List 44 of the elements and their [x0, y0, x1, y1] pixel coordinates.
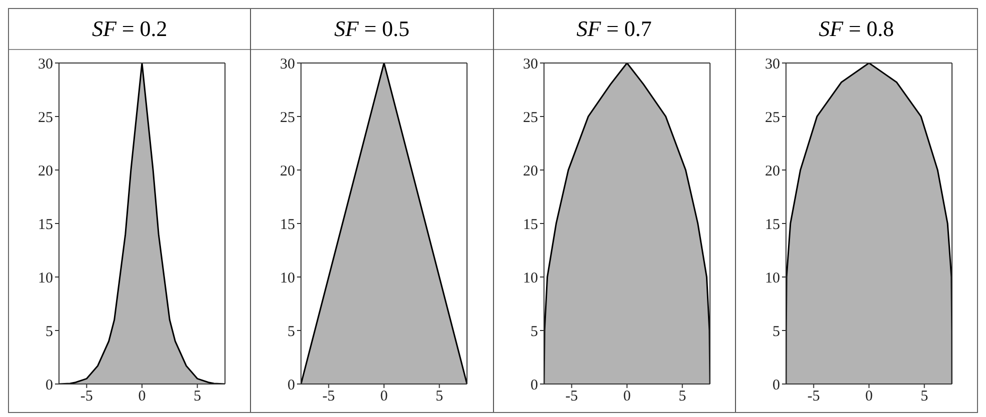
y-tick-label: 0 [46, 377, 53, 394]
x-tick-label: 0 [380, 388, 388, 405]
y-tick-label: 30 [38, 56, 53, 72]
y-tick-label: 15 [522, 216, 538, 233]
y-tick-label: 30 [522, 56, 538, 72]
x-tick-label: 0 [138, 388, 146, 405]
y-tick-label: 5 [46, 324, 53, 340]
y-tick-label: 20 [522, 163, 538, 180]
y-tick-label: 10 [38, 270, 53, 286]
chart-title: SF = 0.2 [92, 16, 168, 42]
y-tick-label: 5 [530, 324, 538, 340]
y-tick-label: 10 [280, 270, 296, 286]
y-tick-label: 20 [280, 163, 296, 180]
chart-title: SF = 0.7 [576, 16, 652, 42]
y-tick-label: 0 [288, 377, 296, 394]
y-tick-label: 30 [764, 56, 780, 72]
chart-title: SF = 0.5 [334, 16, 410, 42]
x-tick-label: -5 [564, 388, 578, 405]
x-tick-label: 5 [436, 388, 444, 405]
y-tick-label: 30 [280, 56, 296, 72]
y-tick-label: 25 [280, 110, 296, 126]
y-tick-label: 20 [764, 163, 780, 180]
y-tick-label: 15 [38, 216, 53, 233]
y-tick-label: 25 [764, 110, 780, 126]
y-tick-label: 5 [288, 324, 296, 340]
y-tick-label: 15 [280, 216, 296, 233]
y-tick-label: 15 [764, 216, 780, 233]
x-tick-label: -5 [80, 388, 93, 405]
y-tick-label: 0 [530, 377, 538, 394]
y-tick-label: 25 [522, 110, 538, 126]
x-tick-label: 5 [920, 388, 928, 405]
y-tick-label: 5 [772, 324, 780, 340]
chart-title: SF = 0.8 [818, 16, 894, 42]
y-tick-label: 25 [38, 110, 53, 126]
x-tick-label: 0 [865, 388, 872, 405]
x-tick-label: -5 [322, 388, 336, 405]
y-tick-label: 10 [522, 270, 538, 286]
x-tick-label: 5 [678, 388, 686, 405]
y-tick-label: 0 [772, 377, 780, 394]
x-tick-label: 5 [194, 388, 202, 405]
x-tick-label: -5 [807, 388, 820, 405]
y-tick-label: 10 [764, 270, 780, 286]
x-tick-label: 0 [622, 388, 630, 405]
y-tick-label: 20 [38, 163, 53, 180]
